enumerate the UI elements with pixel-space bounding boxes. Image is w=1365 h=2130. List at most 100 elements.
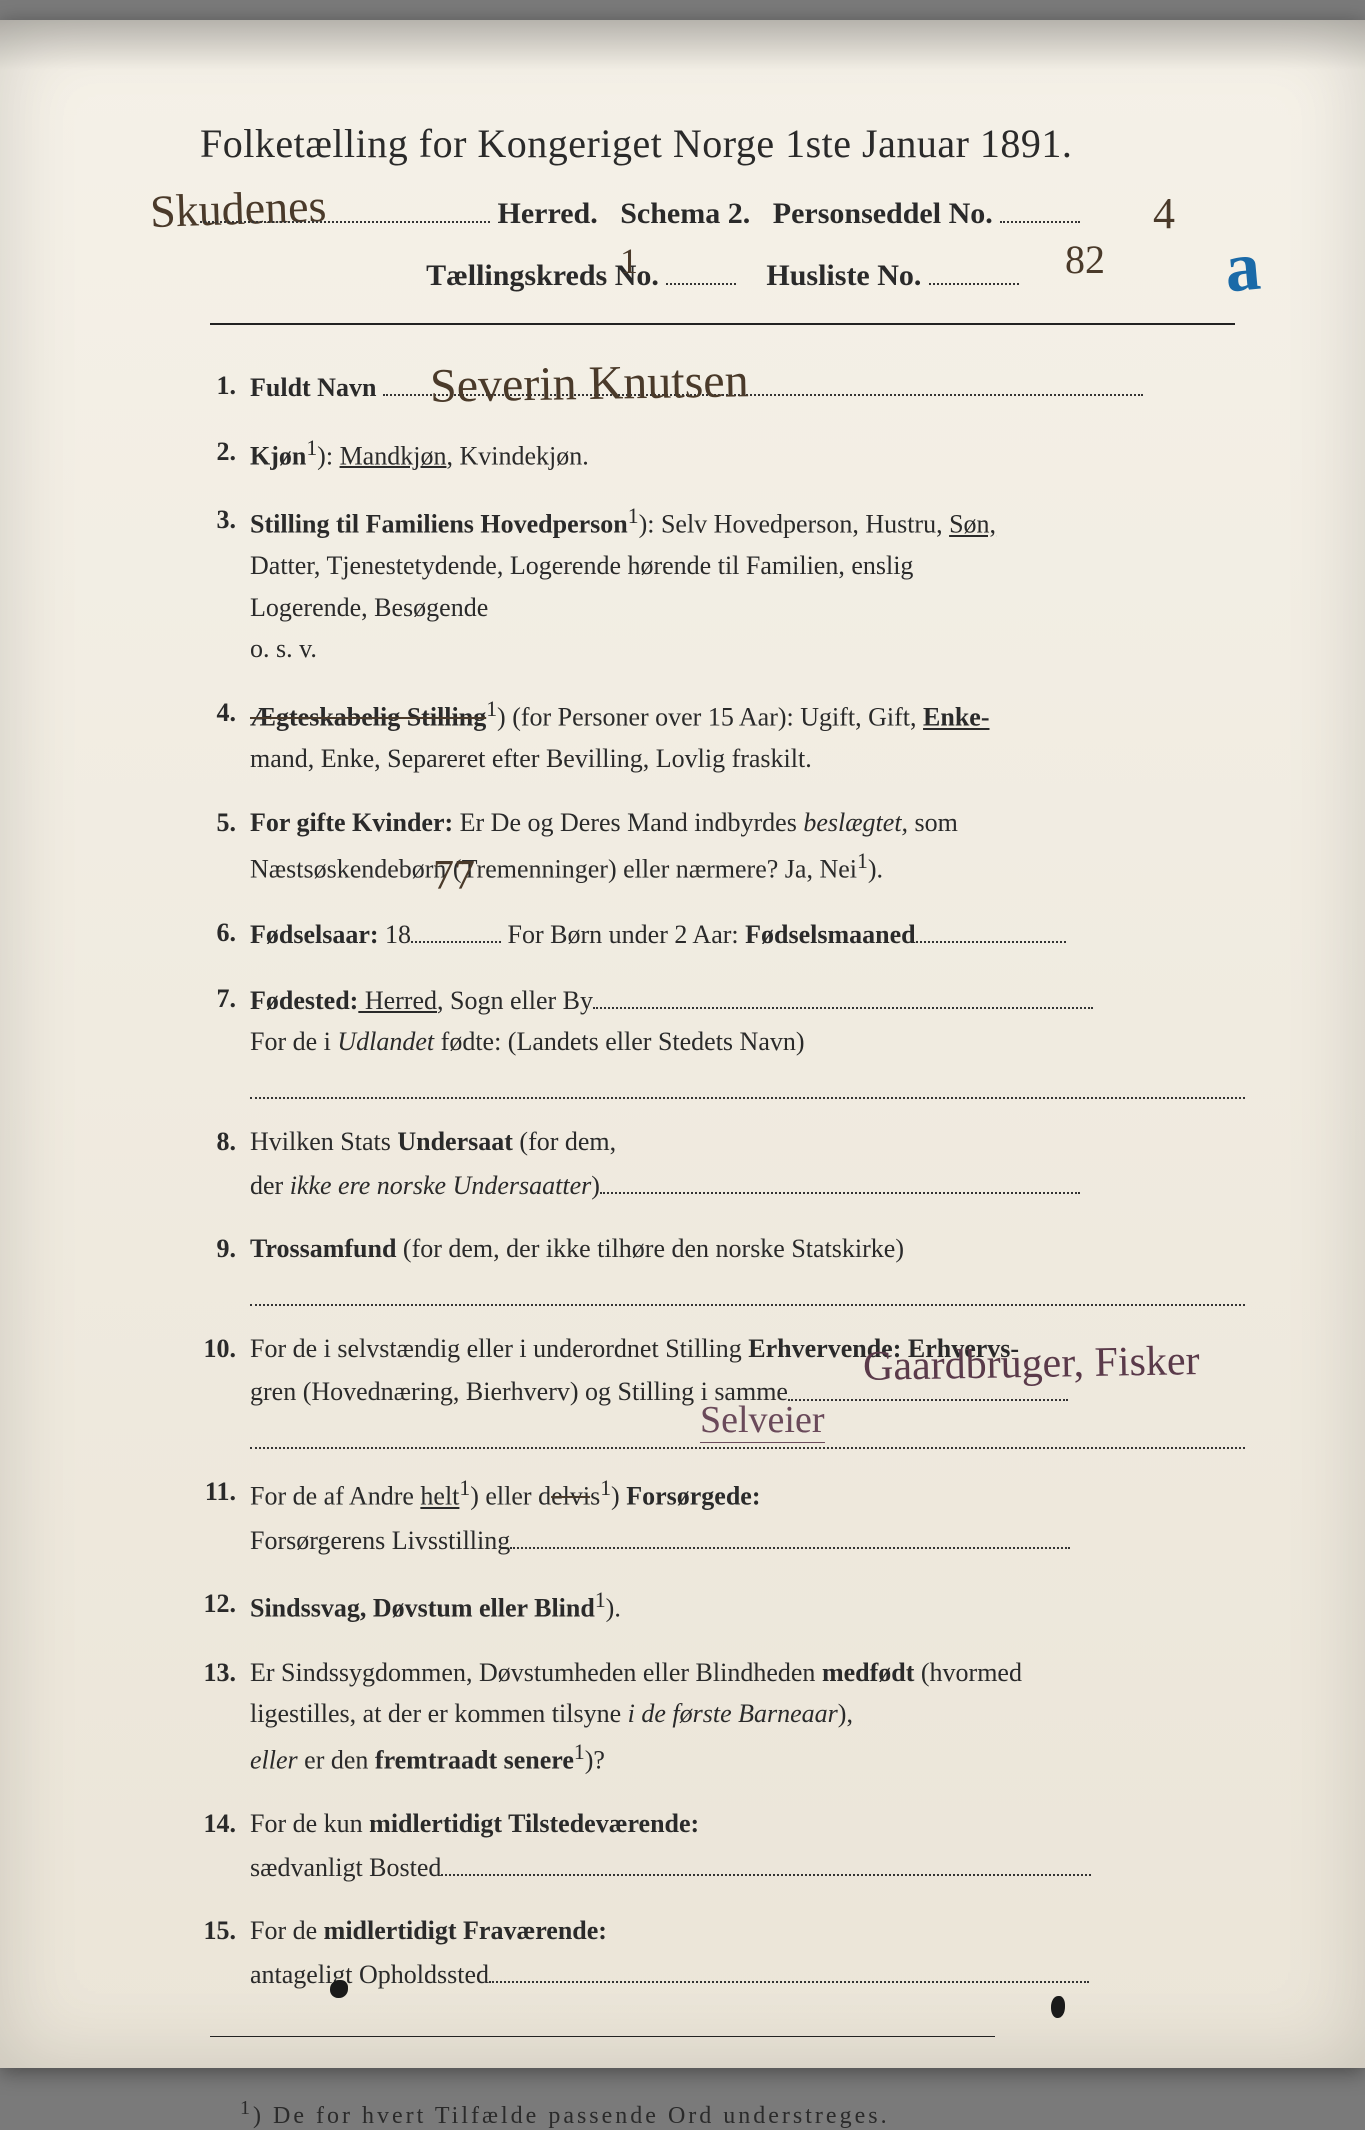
item-13-r1: (hvormed <box>914 1658 1022 1687</box>
item-15: 15. For de midlertidigt Fraværende: anta… <box>200 1910 1245 1995</box>
sup: 1 <box>595 1588 606 1612</box>
item-13-l2b: ), <box>838 1699 853 1728</box>
divider <box>210 323 1235 325</box>
item-2: 2. Kjøn1): Mandkjøn, Kvindekjøn. <box>200 431 1245 477</box>
item-13: 13. Er Sindssygdommen, Døvstumheden elle… <box>200 1652 1245 1781</box>
item-num: 12. <box>200 1583 250 1629</box>
schema-label: Schema 2. <box>620 197 750 230</box>
item-5-r1b: som <box>908 808 958 837</box>
item-4-lead: Ægteskabelig Stilling <box>250 703 486 732</box>
item-num: 10. <box>200 1328 250 1449</box>
footnote-text: ) De for hvert Tilfælde passende Ord und… <box>253 2103 890 2129</box>
item-6-lead: Fødselsaar: <box>250 920 379 949</box>
handwritten-husliste-no: 82 <box>1065 236 1105 283</box>
item-14-l2: sædvanligt Bosted <box>250 1853 441 1882</box>
husliste-field <box>929 249 1019 285</box>
item-12-tail: ). <box>606 1594 621 1623</box>
item-11-l2: Forsørgerens Livsstilling <box>250 1526 510 1555</box>
item-11-t1: ) <box>611 1482 626 1511</box>
item-7-l2a: For de i <box>250 1027 337 1056</box>
personseddel-label: Personseddel No. <box>773 197 993 230</box>
item-8: 8. Hvilken Stats Undersaat (for dem, der… <box>200 1121 1245 1206</box>
personseddel-field <box>1000 187 1080 223</box>
citizen-field <box>600 1163 1080 1194</box>
title-prefix: Folketælling for <box>200 121 477 166</box>
item-2-kvindekjon: Kvindekjøn. <box>459 441 588 470</box>
ink-blot <box>330 1980 348 1998</box>
item-15-l1: For de <box>250 1916 324 1945</box>
handwritten-birth-year: 77 <box>433 852 475 900</box>
year-field <box>411 912 501 943</box>
item-8-l2b: ) <box>591 1171 600 1200</box>
item-3-l4: o. s. v. <box>250 634 317 663</box>
footnote-sup: 1 <box>240 2097 253 2119</box>
item-13-tail: )? <box>585 1745 605 1774</box>
item-num: 2. <box>200 431 250 477</box>
item-13-l3b: er den <box>298 1745 375 1774</box>
item-7-l2i: Udlandet <box>337 1027 434 1056</box>
item-11-lead: Forsørgede: <box>626 1482 760 1511</box>
item-num: 15. <box>200 1910 250 1995</box>
item-5-tail: ). <box>868 854 883 883</box>
item-11-l1a: For de af Andre <box>250 1482 420 1511</box>
item-num: 13. <box>200 1652 250 1781</box>
item-3-l3: Logerende, Besøgende <box>250 593 488 622</box>
item-2-mandkjon: Mandkjøn <box>340 441 447 470</box>
form-title: Folketælling for Kongeriget Norge 1ste J… <box>200 120 1245 167</box>
handwritten-provider-occupation: Gaardbruger, Fisker <box>863 1337 1200 1391</box>
handwritten-kreds-no: 1 <box>620 240 638 282</box>
item-10-l1a: For de i selvstændig eller i underordnet… <box>250 1334 748 1363</box>
husliste-label: Husliste No. <box>766 259 921 292</box>
title-mid: Kongeriget Norge <box>477 121 785 166</box>
item-15-lead: midlertidigt Fraværende: <box>324 1916 607 1945</box>
item-6: 6. Fødselsaar: 18 For Børn under 2 Aar: … <box>200 912 1245 956</box>
item-4-l2: mand, Enke, Separeret efter Bevilling, L… <box>250 744 812 773</box>
item-num: 11. <box>200 1471 250 1561</box>
item-8-lead: Undersaat <box>397 1127 513 1156</box>
item-8-r1: (for dem, <box>513 1127 616 1156</box>
item-7: 7. Fødested: Herred, Sogn eller By For d… <box>200 978 1245 1099</box>
item-11-u2: elvi <box>551 1482 590 1511</box>
item-num: 4. <box>200 692 250 780</box>
item-4-r1: ) (for Personer over 15 Aar): Ugift, Gif… <box>497 703 923 732</box>
item-7-l2b: fødte: (Landets eller Stedets Navn) <box>434 1027 804 1056</box>
item-5-lead: For gifte Kvinder: <box>250 808 453 837</box>
item-2-rest: ): <box>317 441 339 470</box>
item-13-l1: Er Sindssygdommen, Døvstumheden eller Bl… <box>250 1658 822 1687</box>
item-6-lead2: Fødselsmaaned <box>745 920 915 949</box>
item-14: 14. For de kun midlertidigt Tilstedevære… <box>200 1803 1245 1888</box>
herred-label: Herred. <box>498 197 598 230</box>
item-14-lead: midlertidigt Tilstedeværende: <box>369 1809 699 1838</box>
item-3-l2: Datter, Tjenestetydende, Logerende høren… <box>250 551 913 580</box>
item-num: 5. <box>200 802 250 890</box>
item-2-lead: Kjøn <box>250 441 306 470</box>
provider-field <box>510 1518 1070 1549</box>
item-11-u1: helt <box>420 1482 459 1511</box>
sup: 1 <box>459 1476 470 1500</box>
item-num: 6. <box>200 912 250 956</box>
item-3-son: Søn, <box>949 510 996 539</box>
item-num: 9. <box>200 1228 250 1306</box>
item-11-mid: ) eller d <box>470 1482 551 1511</box>
item-7-lead: Fødested: <box>250 986 358 1015</box>
title-date: 1ste Januar 1891. <box>785 121 1072 166</box>
footnote: 1) De for hvert Tilfælde passende Ord un… <box>200 2097 1245 2130</box>
sup: 1 <box>628 504 639 528</box>
item-15-l2: antageligt Opholdssted <box>250 1960 489 1989</box>
item-3-lead: Stilling til Familiens Hovedperson <box>250 510 628 539</box>
item-num: 1. <box>200 365 250 409</box>
birthplace-field <box>593 978 1093 1009</box>
item-6-mid: For Børn under 2 Aar: <box>501 920 745 949</box>
item-num: 8. <box>200 1121 250 1206</box>
item-9: 9. Trossamfund (for dem, der ikke tilhør… <box>200 1228 1245 1306</box>
item-13-lead3: fremtraadt senere <box>375 1745 574 1774</box>
whereabouts-field <box>489 1952 1089 1983</box>
item-5-l2: Næstsøskendebørn (Tremenninger) eller næ… <box>250 854 857 883</box>
item-5-r1: Er De og Deres Mand indbyrdes <box>453 808 803 837</box>
residence-field <box>441 1845 1091 1876</box>
ink-blot <box>1051 1996 1065 2018</box>
divider-bottom <box>210 2036 995 2037</box>
kreds-field <box>666 249 736 285</box>
month-field <box>916 912 1066 943</box>
item-7-herred: Herred <box>358 986 437 1015</box>
